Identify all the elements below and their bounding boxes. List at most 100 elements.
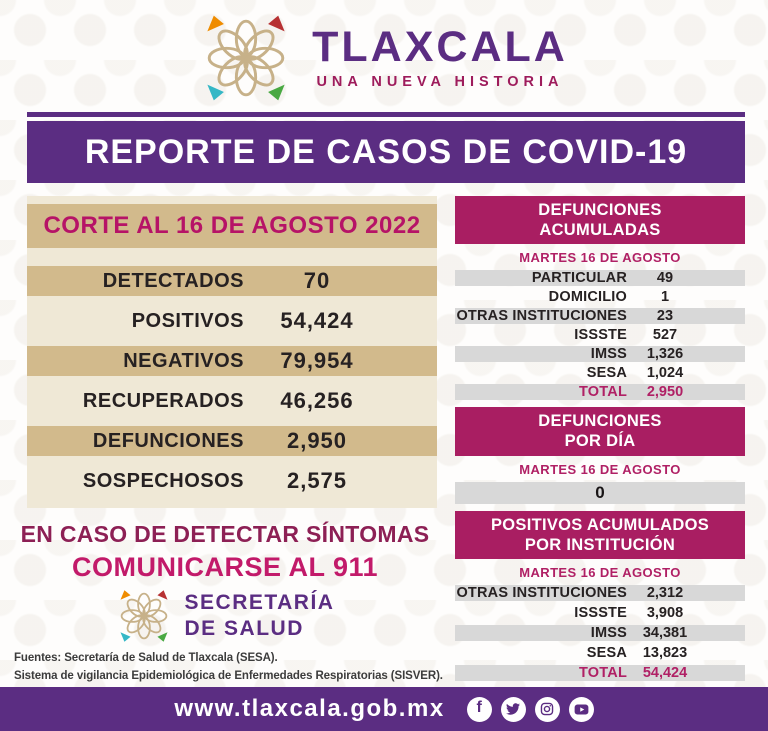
table-row: ISSSTE 527 [455, 327, 745, 343]
stat-label: DETECTADOS [102, 269, 244, 292]
twitter-icon [500, 696, 526, 722]
table-row: SESA 1,024 [455, 365, 745, 381]
row-label: TOTAL [579, 664, 627, 681]
row-label: SESA [586, 365, 627, 382]
table-row: IMSS 34,381 [455, 624, 745, 641]
stat-row-sospechosos: SOSPECHOSOS 2,575 [27, 466, 437, 496]
row-label: IMSS [590, 624, 627, 641]
row-label: PARTICULAR [531, 270, 627, 287]
advice-line2: COMUNICARSE AL 911 [71, 552, 379, 582]
cutoff-header: CORTE AL 16 DE AGOSTO 2022 [27, 204, 437, 248]
social-icons: f [466, 696, 594, 722]
cutoff-panel: CORTE AL 16 DE AGOSTO 2022 DETECTADOS 70… [27, 196, 437, 508]
section-title-line2: POR DÍA [564, 432, 636, 451]
section-positives-institution: POSITIVOS ACUMULADOS POR INSTITUCIÓN MAR… [455, 510, 745, 681]
row-label: IMSS [590, 346, 627, 363]
website-url: www.tlaxcala.gob.mx [174, 695, 445, 722]
title-band-main: REPORTE DE CASOS DE COVID-19 [27, 121, 745, 183]
instagram-icon [534, 696, 560, 722]
row-label: SESA [586, 644, 627, 661]
sources-line2: Sistema de vigilancia Epidemiológica de … [14, 669, 443, 682]
stat-value: 70 [303, 268, 331, 293]
tlaxcala-flower-icon [206, 14, 287, 102]
row-value: 49 [656, 270, 674, 287]
stat-row-negativos: NEGATIVOS 79,954 [27, 346, 437, 376]
section-title: DEFUNCIONES ACUMULADAS [455, 196, 745, 245]
section-title: DEFUNCIONES POR DÍA [455, 407, 745, 456]
stat-row-defunciones: DEFUNCIONES 2,950 [27, 426, 437, 456]
footer: www.tlaxcala.gob.mx f [0, 687, 768, 731]
secretaria-flower-icon [119, 589, 168, 643]
advice-line1: EN CASO DE DETECTAR SÍNTOMAS [20, 521, 430, 547]
row-value: 34,381 [642, 624, 688, 641]
row-value: 1 [660, 289, 670, 306]
stat-row-detectados: DETECTADOS 70 [27, 266, 437, 296]
page-title: REPORTE DE CASOS DE COVID-19 [84, 132, 688, 171]
table-row: OTRAS INSTITUCIONES 2,312 [455, 584, 745, 601]
stat-value: 46,256 [280, 388, 354, 413]
section-title: POSITIVOS ACUMULADOS POR INSTITUCIÓN [455, 510, 745, 559]
youtube-icon [568, 696, 594, 722]
header-logo: TLAXCALA UNA NUEVA HISTORIA [0, 12, 768, 104]
section-title-line1: DEFUNCIONES [538, 201, 662, 219]
cutoff-rows: DETECTADOS 70 POSITIVOS 54,424 NEGATIVOS… [27, 266, 437, 496]
row-value: 527 [652, 327, 678, 344]
row-label: DOMICILIO [548, 289, 627, 306]
stat-row-recuperados: RECUPERADOS 46,256 [27, 386, 437, 416]
secretaria-name: SECRETARÍA DE SALUD [185, 590, 335, 643]
daily-deaths-value: 0 [455, 481, 745, 504]
row-value: 23 [656, 308, 674, 325]
title-band-strip [27, 112, 745, 117]
stat-label: NEGATIVOS [123, 349, 244, 372]
stat-value: 2,950 [286, 428, 348, 453]
section-deaths-accumulated: DEFUNCIONES ACUMULADAS MARTES 16 DE AGOS… [455, 196, 745, 401]
row-value: 3,908 [646, 604, 684, 621]
secretaria-name-line1: SECRETARÍA [184, 590, 335, 614]
table-row: PARTICULAR 49 [455, 270, 745, 287]
secretaria-name-line2: DE SALUD [184, 617, 304, 640]
row-label: TOTAL [579, 384, 627, 401]
section-deaths-daily: DEFUNCIONES POR DÍA MARTES 16 DE AGOSTO … [455, 407, 745, 504]
row-value: 1,024 [646, 365, 684, 382]
section-title-line2: POR INSTITUCIÓN [524, 535, 676, 554]
stat-value: 54,424 [280, 308, 354, 333]
sources-line1: Fuentes: Secretaría de Salud de Tlaxcala… [14, 652, 278, 664]
row-label: OTRAS INSTITUCIONES [456, 308, 627, 325]
row-value: 54,424 [642, 664, 688, 681]
row-label: ISSSTE [574, 604, 627, 621]
row-value: 1,326 [646, 346, 684, 363]
brand-text: TLAXCALA UNA NUEVA HISTORIA [312, 23, 568, 91]
row-label: OTRAS INSTITUCIONES [456, 584, 627, 601]
table-row: OTRAS INSTITUCIONES 23 [455, 308, 745, 325]
section-title-line1: DEFUNCIONES [538, 412, 662, 431]
row-label: ISSSTE [574, 327, 627, 344]
table-row: DOMICILIO 1 [455, 289, 745, 305]
section-date: MARTES 16 DE AGOSTO [519, 461, 681, 477]
row-value: 2,950 [646, 384, 684, 401]
section-date: MARTES 16 DE AGOSTO [519, 564, 681, 580]
section-title-line2: ACUMULADAS [539, 221, 661, 240]
table-row: ISSSTE 3,908 [455, 605, 745, 621]
advice: EN CASO DE DETECTAR SÍNTOMAS COMUNICARSE… [5, 521, 445, 583]
row-value: 13,823 [642, 644, 688, 661]
total-row: TOTAL 2,950 [455, 384, 745, 401]
table-row: IMSS 1,326 [455, 346, 745, 363]
brand-title: TLAXCALA [312, 23, 568, 71]
stat-value: 79,954 [280, 348, 354, 373]
section-date: MARTES 16 DE AGOSTO [519, 250, 681, 266]
facebook-icon: f [466, 696, 492, 722]
stat-value: 2,575 [286, 468, 348, 493]
table-row: SESA 13,823 [455, 645, 745, 661]
sources: Fuentes: Secretaría de Salud de Tlaxcala… [14, 650, 474, 686]
row-value: 2,312 [646, 584, 684, 601]
stat-label: SOSPECHOSOS [82, 469, 244, 492]
right-panel: DEFUNCIONES ACUMULADAS MARTES 16 DE AGOS… [455, 196, 745, 688]
brand-tagline: UNA NUEVA HISTORIA [316, 74, 564, 90]
total-row: TOTAL 54,424 [455, 664, 745, 681]
stat-row-positivos: POSITIVOS 54,424 [27, 306, 437, 336]
stat-label: RECUPERADOS [82, 389, 244, 412]
stat-label: POSITIVOS [131, 309, 244, 332]
secretaria-logo: SECRETARÍA DE SALUD [5, 588, 445, 644]
stat-label: DEFUNCIONES [92, 429, 244, 452]
